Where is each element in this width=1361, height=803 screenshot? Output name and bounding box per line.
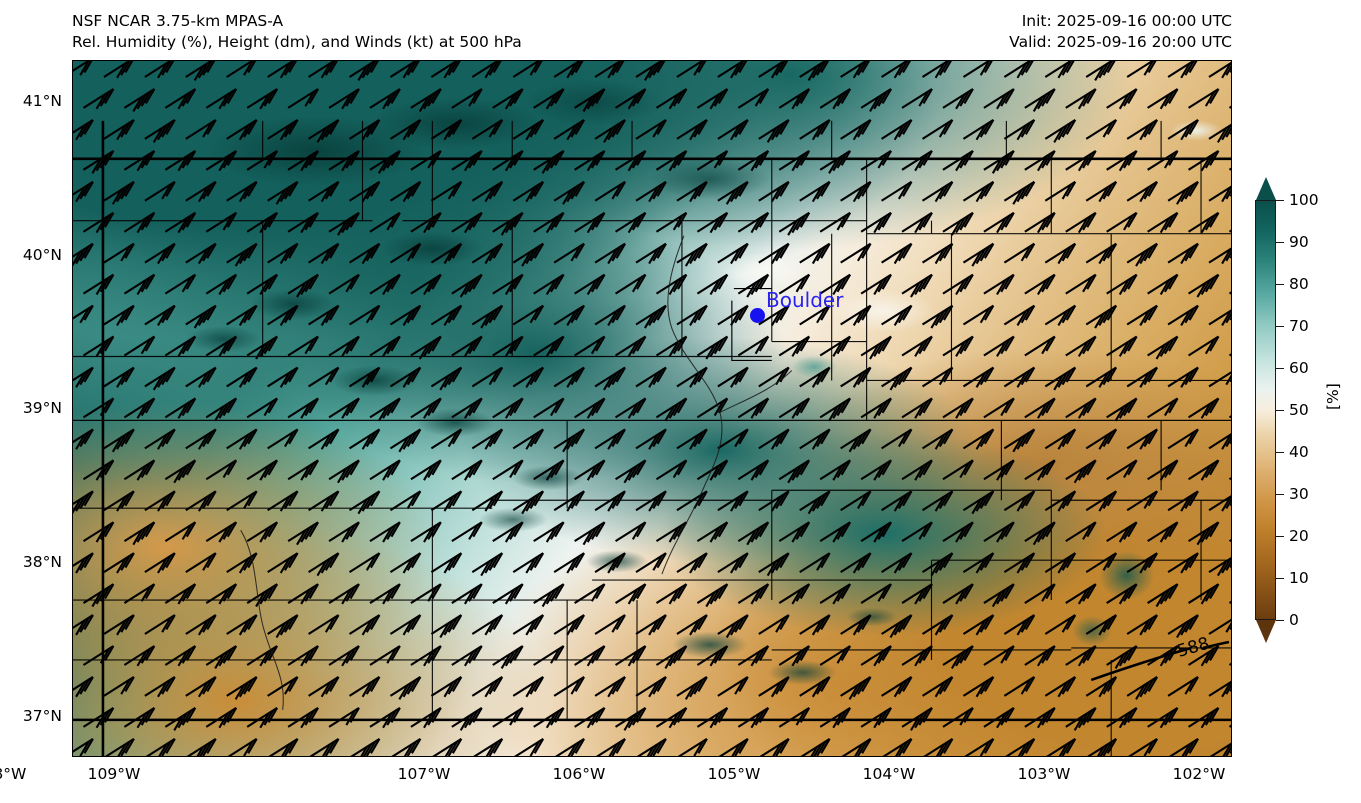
colorbar-tick-label-10: 10 xyxy=(1289,569,1309,587)
colorbar-tick-label-50: 50 xyxy=(1289,401,1309,419)
model-title: NSF NCAR 3.75-km MPAS-A xyxy=(72,12,284,30)
lat-tick-40N: 40°N xyxy=(22,246,62,264)
colorbar-tick-60 xyxy=(1276,368,1284,369)
colorbar-tick-0 xyxy=(1276,620,1284,621)
geographic-boundaries: 588 xyxy=(73,120,1231,756)
map-plot-area[interactable]: 588 Boulder xyxy=(72,60,1232,757)
lat-tick-38N: 38°N xyxy=(22,553,62,571)
colorbar-axis-title: [%] xyxy=(1324,383,1342,410)
header-right: Init: 2025-09-16 00:00 UTC Valid: 2025-0… xyxy=(1009,11,1232,53)
colorbar-tick-label-100: 100 xyxy=(1289,191,1319,209)
colorbar-tick-50 xyxy=(1276,410,1284,411)
lon-tick-103W: 103°W xyxy=(1017,765,1071,783)
valid-time: Valid: 2025-09-16 20:00 UTC xyxy=(1009,33,1232,51)
lon-tick-106W: 106°W xyxy=(552,765,606,783)
lon-tick-104W: 104°W xyxy=(862,765,916,783)
lon-tick-109W: 109°W xyxy=(87,765,141,783)
lon-tick-102W: 102°W xyxy=(1172,765,1226,783)
city-marker-boulder[interactable] xyxy=(750,308,765,323)
colorbar-tick-20 xyxy=(1276,536,1284,537)
colorbar-tick-label-30: 30 xyxy=(1289,485,1309,503)
lon-tick-105W: 105°W xyxy=(707,765,761,783)
init-time: Init: 2025-09-16 00:00 UTC xyxy=(1021,12,1232,30)
colorbar[interactable]: 100 90 80 70 60 50 40 30 20 10 0 xyxy=(1255,177,1319,643)
lon-tick-107W: 107°W xyxy=(397,765,451,783)
colorbar-gradient xyxy=(1255,200,1276,620)
colorbar-tick-90 xyxy=(1276,242,1284,243)
field-title: Rel. Humidity (%), Height (dm), and Wind… xyxy=(72,33,522,51)
lat-tick-41N: 41°N xyxy=(22,92,62,110)
colorbar-tick-label-20: 20 xyxy=(1289,527,1309,545)
colorbar-extend-min-arrow xyxy=(1255,620,1276,643)
colorbar-tick-label-90: 90 xyxy=(1289,233,1309,251)
lat-tick-39N: 39°N xyxy=(22,399,62,417)
colorbar-tick-label-80: 80 xyxy=(1289,275,1309,293)
colorbar-tick-30 xyxy=(1276,494,1284,495)
city-label-boulder: Boulder xyxy=(766,288,844,312)
colorbar-tick-label-70: 70 xyxy=(1289,317,1309,335)
colorbar-tick-label-40: 40 xyxy=(1289,443,1309,461)
colorbar-tick-100 xyxy=(1276,200,1284,201)
lon-tick-placeholder: 108°W xyxy=(0,765,27,783)
colorbar-extend-max-arrow xyxy=(1255,177,1276,200)
colorbar-tick-70 xyxy=(1276,326,1284,327)
header-left: NSF NCAR 3.75-km MPAS-A Rel. Humidity (%… xyxy=(72,11,522,53)
colorbar-tick-label-60: 60 xyxy=(1289,359,1309,377)
lat-tick-37N: 37°N xyxy=(22,707,62,725)
colorbar-tick-label-0: 0 xyxy=(1289,611,1299,629)
colorbar-tick-40 xyxy=(1276,452,1284,453)
colorbar-tick-80 xyxy=(1276,284,1284,285)
graticule xyxy=(73,61,1231,757)
colorbar-tick-10 xyxy=(1276,578,1284,579)
